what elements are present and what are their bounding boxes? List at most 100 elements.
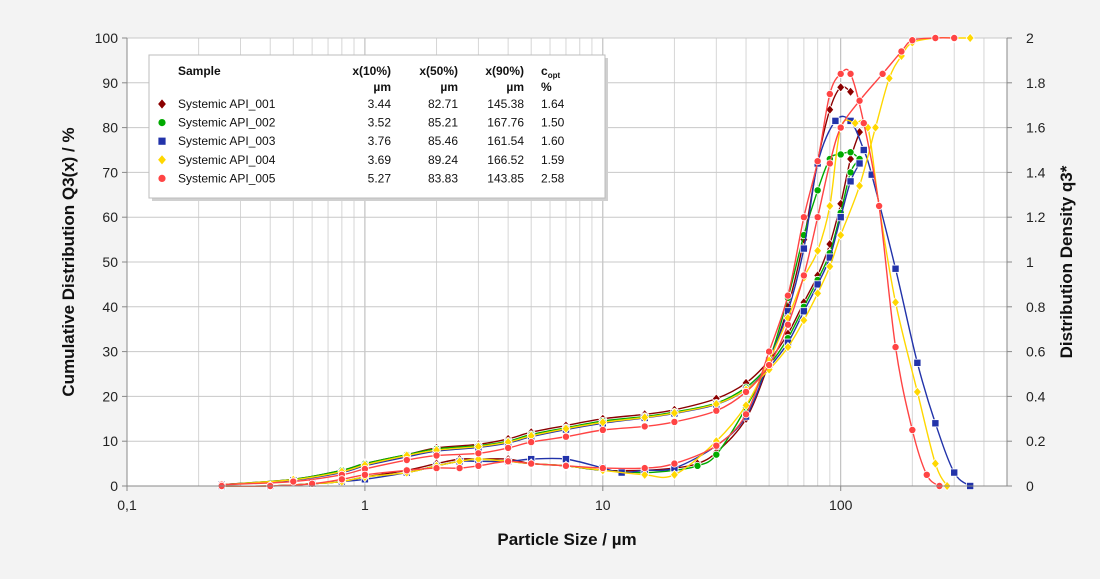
cumulative-point — [825, 159, 834, 168]
density-point — [432, 464, 441, 473]
cumulative-point — [289, 477, 298, 486]
density-point — [836, 150, 845, 159]
series-5 — [217, 34, 959, 490]
density-point — [859, 145, 868, 154]
legend-row-x10: 3.52 — [368, 116, 392, 130]
density-point — [836, 81, 846, 93]
density-point — [825, 90, 834, 99]
density-point — [912, 386, 922, 398]
legend-row-name: Systemic API_002 — [178, 116, 276, 130]
legend-row-x50: 82.71 — [428, 97, 458, 111]
axes: 0 10 20 30 40 50 60 70 80 90 100 0 0.2 0.4 0.6 0.8 1 1.2 1… — [95, 30, 1046, 513]
y2-tick-label: 1.2 — [1026, 209, 1046, 225]
cumulative-point — [836, 213, 845, 222]
density-point — [891, 343, 900, 352]
density-point — [825, 200, 835, 212]
x-axis-label: Particle Size / µm — [497, 530, 636, 549]
cumulative-point — [712, 406, 721, 415]
cumulative-point — [402, 456, 411, 465]
legend-row-copt: 1.64 — [541, 97, 565, 111]
cumulative-point — [813, 288, 823, 299]
legend-row-x90: 167.76 — [487, 116, 524, 130]
legend-row-x50: 89.24 — [428, 153, 458, 167]
x-tick-label: 0,1 — [117, 497, 137, 513]
cumulative-point — [799, 271, 808, 280]
cumulative-point — [742, 387, 751, 396]
legend-header-x50: x(50%) — [419, 64, 458, 78]
legend-row-x90: 143.85 — [487, 171, 524, 185]
cumulative-point — [561, 432, 570, 441]
legend-row-copt: 1.50 — [541, 116, 565, 130]
legend-unit-copt: % — [541, 80, 552, 94]
cumulative-point — [504, 443, 513, 452]
density-point — [950, 468, 959, 477]
y2-tick-label: 1.6 — [1026, 120, 1046, 136]
y2-tick-label: 2 — [1026, 30, 1034, 46]
cumulative-point — [670, 417, 679, 426]
density-point — [813, 245, 823, 257]
y-axis-label: Cumulative Distribution Q3(x) / % — [59, 127, 78, 396]
y2-tick-label: 1 — [1026, 254, 1034, 270]
y-tick-label: 40 — [102, 299, 118, 315]
density-point — [836, 69, 845, 78]
density-point — [765, 347, 774, 356]
density-point — [875, 201, 884, 210]
density-point — [402, 466, 411, 475]
density-point — [799, 244, 808, 253]
cumulative-point — [825, 261, 835, 272]
density-point — [930, 458, 940, 469]
legend-header-x90: x(90%) — [485, 64, 524, 78]
cumulative-point — [765, 361, 774, 370]
cumulative-point — [783, 320, 792, 329]
density-point — [712, 450, 721, 459]
y-tick-label: 30 — [102, 344, 118, 360]
density-point — [360, 470, 369, 479]
x-tick-label: 1 — [361, 497, 369, 513]
legend-marker — [157, 173, 167, 183]
legend-header-copt-subscript: opt — [548, 71, 561, 80]
legend-marker — [157, 153, 167, 166]
density-point — [831, 116, 840, 125]
y2-tick-label: 0.6 — [1026, 344, 1046, 360]
legend-row-name: Systemic API_001 — [178, 97, 276, 111]
legend-row-x90: 166.52 — [487, 153, 524, 167]
cumulative-point — [474, 449, 483, 458]
density-point — [813, 186, 822, 195]
y-tick-label: 60 — [102, 209, 118, 225]
legend-row-name: Systemic API_004 — [178, 153, 276, 167]
cumulative-point — [965, 32, 975, 44]
density-point — [741, 400, 751, 411]
y-tick-label: 90 — [102, 75, 118, 91]
legend-row-copt: 1.60 — [541, 134, 565, 148]
density-point — [846, 69, 855, 78]
legend-row-name: Systemic API_003 — [178, 134, 276, 148]
density-point — [474, 461, 483, 470]
y2-tick-label: 0 — [1026, 478, 1034, 494]
legend-row-x50: 83.83 — [428, 171, 458, 185]
legend-box — [148, 54, 606, 199]
x-tick-label: 10 — [595, 497, 611, 513]
cumulative-point — [836, 229, 846, 241]
y-tick-label: 70 — [102, 164, 118, 180]
legend-unit-x90: µm — [506, 80, 524, 94]
cumulative-point — [897, 47, 906, 56]
density-point — [846, 86, 856, 98]
density-point — [640, 464, 649, 473]
density-point — [783, 291, 792, 300]
cumulative-point — [878, 69, 887, 78]
cumulative-point — [527, 438, 536, 447]
cumulative-point — [855, 159, 864, 168]
density-point — [799, 213, 808, 222]
legend-marker — [157, 98, 167, 110]
cumulative-point — [855, 180, 865, 192]
cumulative-point — [846, 177, 855, 186]
y-tick-label: 80 — [102, 120, 118, 136]
y2-tick-label: 1.4 — [1026, 164, 1046, 180]
density-point — [527, 459, 536, 468]
cumulative-point — [836, 123, 845, 132]
density-point — [640, 469, 650, 481]
density-point — [931, 419, 940, 428]
cumulative-point — [870, 122, 880, 133]
